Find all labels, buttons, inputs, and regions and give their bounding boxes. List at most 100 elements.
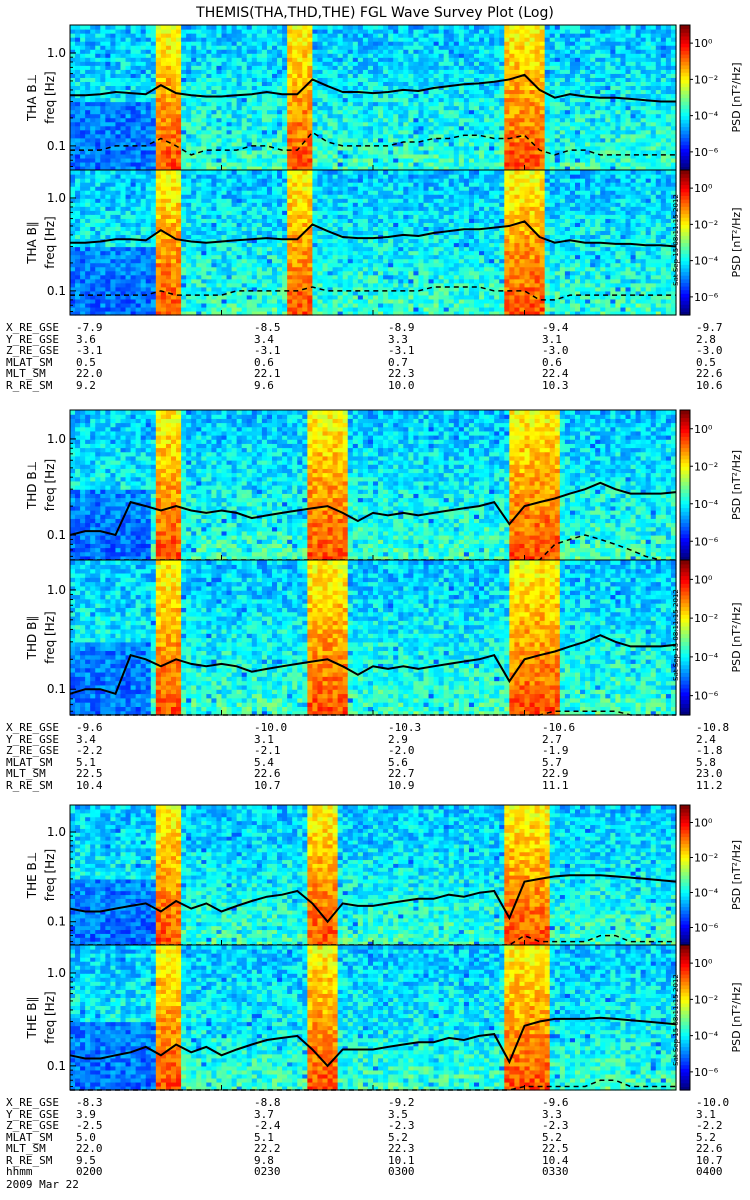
spectrogram-cell: [655, 49, 662, 54]
spectrogram-cell: [75, 161, 81, 167]
spectrogram-cell: [236, 161, 243, 167]
spectrogram-cell: [241, 93, 248, 99]
spectrogram-cell: [181, 89, 187, 95]
spectrogram-cell: [403, 105, 409, 111]
spectrogram-cell: [378, 73, 384, 78]
spectrogram-cell: [670, 49, 677, 54]
spectrogram-cell: [297, 53, 303, 58]
spectrogram-cell: [85, 310, 91, 316]
spectrogram-cell: [297, 137, 303, 143]
spectrogram-cell: [337, 129, 344, 135]
spectrogram-cell: [352, 45, 359, 50]
spectrogram-cell: [554, 121, 561, 127]
spectrogram-cell: [100, 61, 106, 66]
spectrogram-cell: [282, 73, 288, 78]
spectrogram-cell: [312, 121, 319, 127]
spectrogram-cell: [504, 93, 510, 99]
spectrogram-cell: [479, 93, 485, 99]
spectrogram-cell: [277, 41, 283, 46]
spectrogram-cell: [403, 165, 409, 171]
spectrogram-cell: [287, 53, 293, 58]
spectrogram-cell: [130, 302, 137, 308]
spectrogram-cell: [519, 109, 526, 115]
spectrogram-cell: [155, 125, 162, 131]
spectrogram-cell: [494, 157, 500, 163]
spectrogram-cell: [85, 45, 91, 50]
spectrogram-cell: [312, 45, 319, 50]
spectrogram-cell: [302, 161, 308, 167]
spectrogram-cell: [474, 33, 480, 38]
spectrogram-cell: [120, 133, 127, 139]
spectrogram-cell: [100, 230, 106, 236]
spectrogram-cell: [231, 25, 238, 30]
spectrogram-cell: [150, 113, 157, 119]
spectrogram-cell: [494, 45, 500, 50]
spectrogram-cell: [529, 37, 536, 42]
spectrogram-cell: [241, 29, 248, 34]
spectrogram-cell: [509, 81, 515, 87]
spectrogram-cell: [120, 234, 127, 240]
spectrogram-cell: [221, 121, 228, 127]
spectrogram-cell: [90, 73, 96, 78]
spectrogram-cell: [266, 129, 273, 135]
spectrogram-cell: [302, 61, 308, 66]
spectrogram-cell: [670, 161, 677, 167]
spectrogram-cell: [620, 93, 627, 99]
spectrogram-cell: [635, 153, 642, 159]
spectrogram-cell: [539, 65, 546, 70]
colorbar-step: [680, 79, 690, 84]
spectrogram-cell: [630, 69, 637, 74]
spectrogram-cell: [160, 157, 167, 163]
spectrogram-cell: [499, 145, 505, 151]
spectrogram-cell: [342, 141, 349, 147]
spectrogram-cell: [85, 25, 91, 30]
spectrogram-cell: [85, 145, 91, 151]
spectrogram-cell: [150, 242, 157, 248]
spectrogram-cell: [580, 165, 586, 171]
spectrogram-cell: [211, 37, 218, 42]
spectrogram-cell: [650, 137, 657, 143]
spectrogram-cell: [564, 41, 571, 46]
spectrogram-cell: [474, 65, 480, 70]
spectrogram-cell: [150, 262, 157, 268]
spectrogram-cell: [408, 45, 414, 50]
spectrogram-cell: [145, 73, 152, 78]
spectrogram-cell: [342, 73, 349, 78]
spectrogram-cell: [216, 25, 223, 30]
spectrogram-cell: [554, 73, 561, 78]
spectrogram-cell: [70, 81, 76, 87]
spectrogram-cell: [201, 97, 207, 103]
spectrogram-cell: [564, 29, 571, 34]
spectrogram-cell: [378, 93, 384, 99]
spectrogram-cell: [261, 69, 268, 74]
spectrogram-cell: [125, 33, 132, 38]
spectrogram-cell: [413, 117, 420, 123]
spectrogram-cell: [383, 53, 389, 58]
spectrogram-cell: [388, 105, 394, 111]
spectrogram-cell: [327, 53, 334, 58]
spectrogram-cell: [665, 129, 672, 135]
spectrogram-cell: [130, 53, 137, 58]
spectrogram-cell: [261, 157, 268, 163]
spectrogram-cell: [272, 113, 278, 119]
spectrogram-cell: [655, 97, 662, 103]
spectrogram-cell: [403, 85, 409, 91]
spectrogram-cell: [640, 137, 647, 143]
spectrogram-cell: [70, 61, 76, 66]
spectrogram-cell: [135, 302, 142, 308]
spectrogram-cell: [433, 129, 440, 135]
spectrogram-cell: [256, 113, 263, 119]
spectrogram-cell: [630, 49, 637, 54]
spectrogram-cell: [221, 129, 228, 135]
spectrogram-cell: [474, 41, 480, 46]
spectrogram-cell: [413, 105, 420, 111]
spectrogram-cell: [145, 298, 152, 304]
spectrogram-cell: [246, 161, 253, 167]
spectrogram-cell: [529, 41, 536, 46]
spectrogram-cell: [393, 133, 399, 139]
spectrogram-cell: [524, 85, 531, 91]
spectrogram-cell: [145, 53, 152, 58]
spectrogram-cell: [256, 85, 263, 91]
spectrogram-cell: [176, 165, 182, 171]
spectrogram-cell: [221, 161, 228, 167]
